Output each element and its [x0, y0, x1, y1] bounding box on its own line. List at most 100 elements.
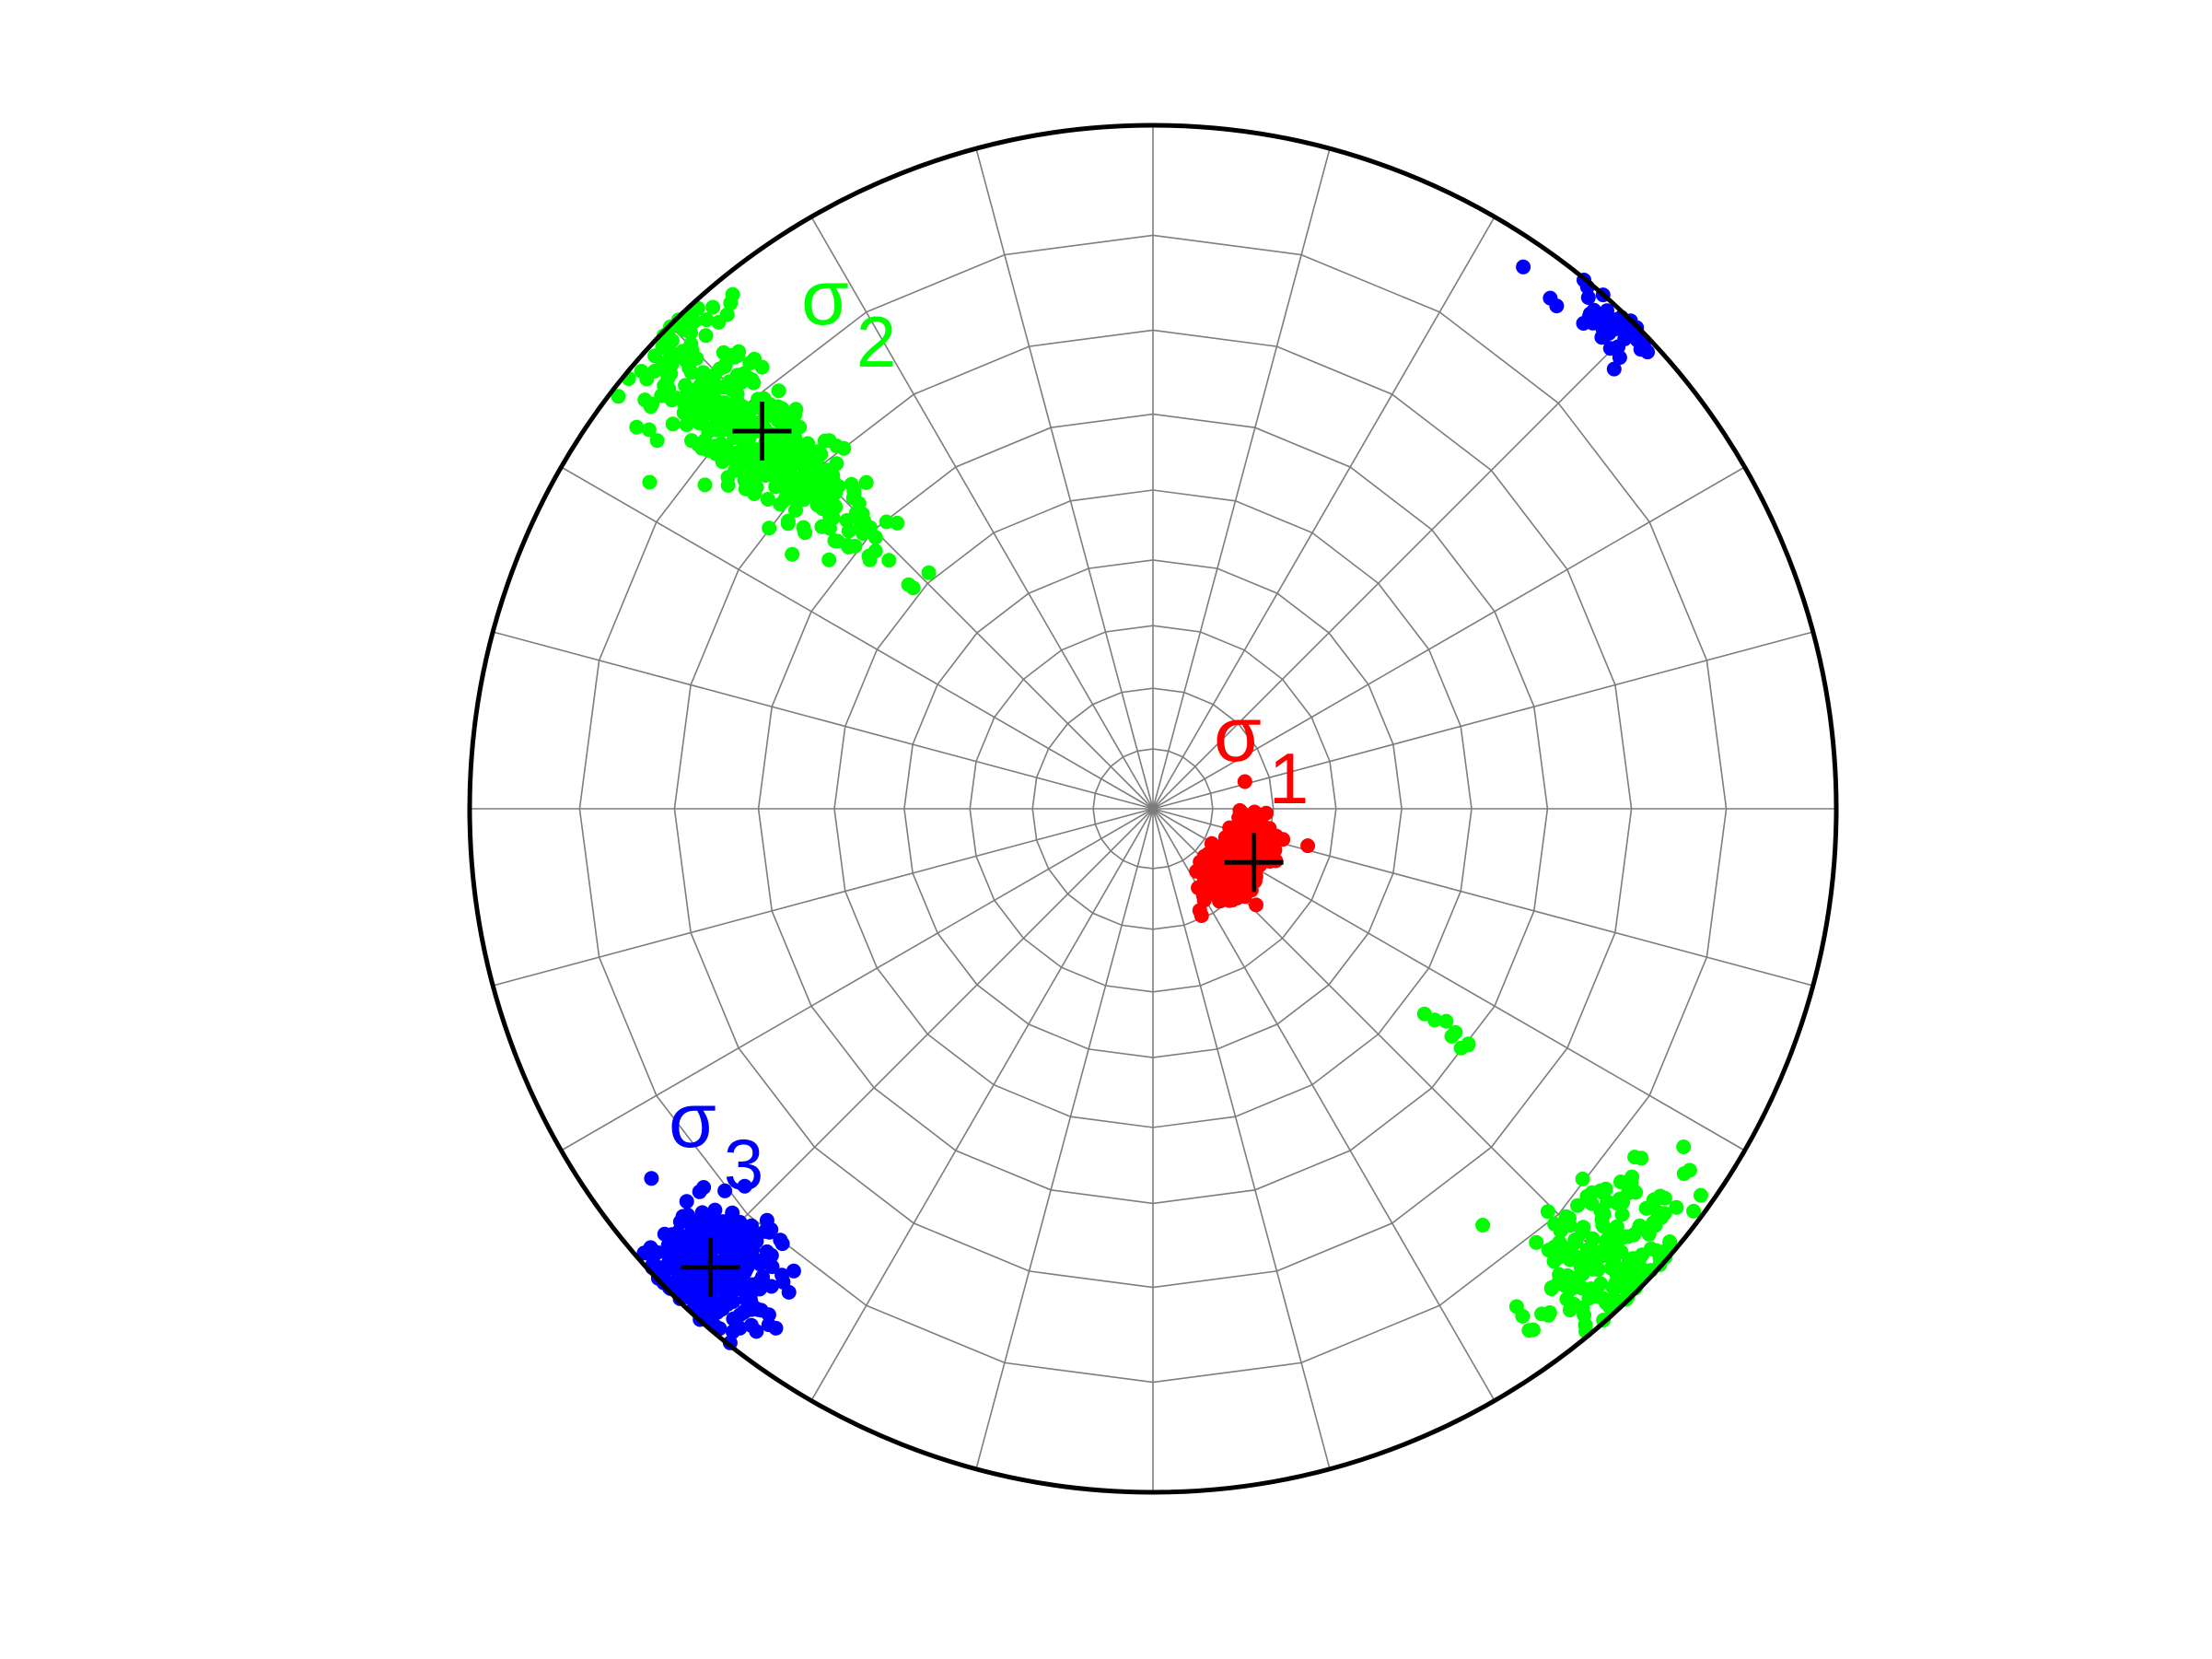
sigma1-point	[1229, 890, 1245, 905]
sigma3-point	[644, 1171, 659, 1186]
sigma2-point	[762, 520, 777, 536]
sigma3-point	[636, 1245, 652, 1261]
sigma2-point	[762, 396, 777, 412]
sigma2-point	[1566, 1279, 1581, 1295]
sigma1-point	[1191, 880, 1206, 895]
sigma2-point	[789, 471, 805, 486]
sigma2-point	[719, 378, 735, 393]
sigma1-point	[1268, 828, 1284, 844]
sigma2-point	[1559, 1291, 1575, 1307]
sigma2-point	[1614, 1207, 1630, 1222]
sigma2-point	[821, 478, 837, 494]
sigma3-point	[685, 1278, 701, 1293]
sigma3-subscript: 3	[724, 1124, 763, 1205]
sigma2-point	[649, 433, 665, 449]
sigma3-mean-cross	[681, 1237, 740, 1297]
sigma3-point	[737, 1178, 752, 1194]
sigma2-point	[820, 462, 835, 478]
sigma2-point	[1416, 1006, 1432, 1022]
sigma2-point	[740, 470, 756, 485]
sigma2-point	[1577, 1307, 1592, 1323]
sigma1-point	[1234, 848, 1249, 863]
sigma3-point	[1586, 302, 1601, 318]
sigma3-point	[1602, 341, 1618, 356]
sigma2-point	[1634, 1151, 1649, 1166]
sigma3-point	[1576, 316, 1591, 331]
sigma3-point	[675, 1209, 691, 1224]
sigma2-point	[771, 383, 786, 399]
sigma2-point	[821, 552, 837, 567]
sigma2-point	[747, 486, 762, 501]
sigma2-point	[643, 396, 658, 412]
trend-line	[561, 466, 1154, 810]
sigma2-point	[760, 492, 775, 507]
sigma3-point	[701, 1309, 716, 1324]
sigma1-point	[1240, 863, 1255, 879]
sigma1-point	[1189, 863, 1205, 879]
sigma2-point	[800, 436, 816, 451]
sigma3-point	[732, 1320, 748, 1336]
sigma2-point	[661, 363, 677, 379]
sigma2-point	[1553, 1223, 1568, 1239]
sigma2-point	[689, 392, 704, 408]
sigma2-point	[660, 340, 676, 356]
sigma3-point	[1549, 298, 1565, 314]
sigma2-point	[1589, 1289, 1604, 1304]
sigma2-point	[654, 388, 669, 403]
sigma2-point	[890, 515, 905, 531]
sigma3-point	[722, 1275, 738, 1291]
sigma3-point	[1607, 321, 1623, 337]
sigma2-point	[1657, 1206, 1672, 1221]
sigma2-point	[724, 348, 739, 363]
sigma2-point	[858, 474, 874, 490]
sigma2-point	[1624, 1169, 1640, 1185]
sigma2-point	[702, 404, 717, 420]
trend-line	[1152, 808, 1496, 1401]
sigma2-point	[1686, 1203, 1702, 1219]
sigma1-point	[1237, 774, 1252, 789]
trend-line	[1152, 808, 1331, 1469]
sigma2-point	[881, 553, 897, 568]
sigma2-point	[1598, 1181, 1613, 1197]
sigma2-point	[699, 374, 715, 390]
sigma2-point	[1543, 1279, 1559, 1295]
sigma3-point	[684, 1232, 699, 1247]
sigma2-mean-cross	[732, 402, 792, 461]
sigma3-point	[718, 1214, 734, 1230]
sigma2-point	[813, 447, 829, 461]
sigma2-point	[764, 429, 780, 445]
trend-line	[810, 808, 1154, 1401]
sigma2-point	[1570, 1198, 1586, 1213]
sigma3-point	[1580, 290, 1596, 305]
sigma1-point	[1200, 858, 1216, 873]
sigma3-point	[763, 1279, 779, 1294]
sigma2-point	[741, 438, 757, 453]
sigma3-point	[773, 1233, 788, 1248]
sigma3-glyph: σ	[669, 1077, 716, 1163]
sigma2-point	[1515, 1308, 1531, 1324]
sigma2-point	[1585, 1231, 1601, 1246]
mean-markers	[681, 402, 1284, 1297]
sigma2-point	[841, 539, 856, 555]
sigma2-point	[1534, 1306, 1550, 1322]
sigma2-point	[1646, 1192, 1661, 1208]
sigma3-point	[720, 1296, 736, 1312]
sigma2-point	[787, 430, 803, 446]
sigma2-point	[1593, 1276, 1609, 1291]
sigma1-point	[1212, 894, 1228, 909]
sigma1-mean-cross	[1224, 833, 1284, 893]
sigma2-point	[647, 348, 663, 364]
sigma2-point	[712, 361, 728, 377]
sigma2-point	[767, 466, 783, 482]
sigma2-point	[725, 286, 740, 302]
sigma2-point	[669, 391, 684, 406]
sigma2-point	[715, 454, 730, 470]
sigma3-point	[1612, 350, 1627, 366]
sigma2-point	[1647, 1218, 1663, 1233]
sigma2-point	[862, 520, 878, 535]
sigma2-point	[1551, 1250, 1566, 1265]
sigma3-point	[717, 1183, 733, 1198]
sigma2-point	[1529, 1234, 1544, 1250]
sigma2-point	[1593, 1203, 1609, 1219]
sigma2-point	[697, 433, 713, 449]
